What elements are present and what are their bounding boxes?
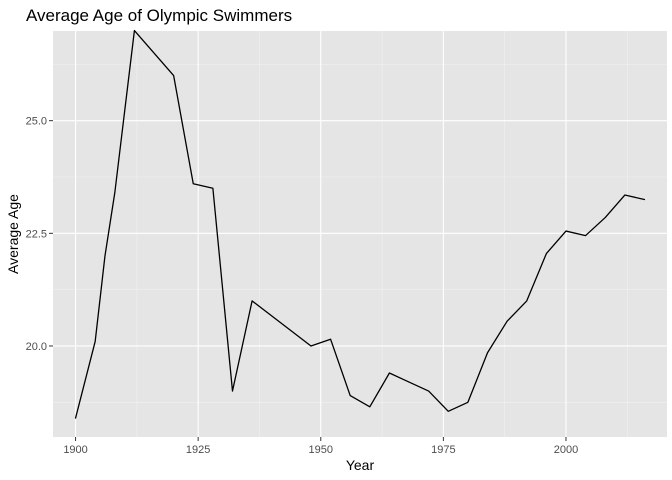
x-tick-label: 1925 xyxy=(186,444,210,456)
x-tick-label: 1975 xyxy=(431,444,455,456)
y-axis: 20.0 22.5 25.0 xyxy=(26,116,53,353)
x-tick-label: 1900 xyxy=(63,444,87,456)
major-gridlines xyxy=(53,31,667,437)
x-tick-label: 2000 xyxy=(554,444,578,456)
y-axis-title: Average Age xyxy=(5,194,21,274)
minor-gridlines xyxy=(53,31,667,437)
plot-panel xyxy=(53,31,667,437)
x-tick-label: 1950 xyxy=(309,444,333,456)
y-tick-label: 20.0 xyxy=(26,341,47,353)
series-line xyxy=(74,29,646,419)
x-axis-title: Year xyxy=(346,457,375,473)
x-axis: 1900 1925 1950 1975 2000 xyxy=(63,437,578,456)
chart-title: Average Age of Olympic Swimmers xyxy=(26,6,292,25)
y-tick-label: 22.5 xyxy=(26,228,47,240)
y-tick-label: 25.0 xyxy=(26,116,47,128)
